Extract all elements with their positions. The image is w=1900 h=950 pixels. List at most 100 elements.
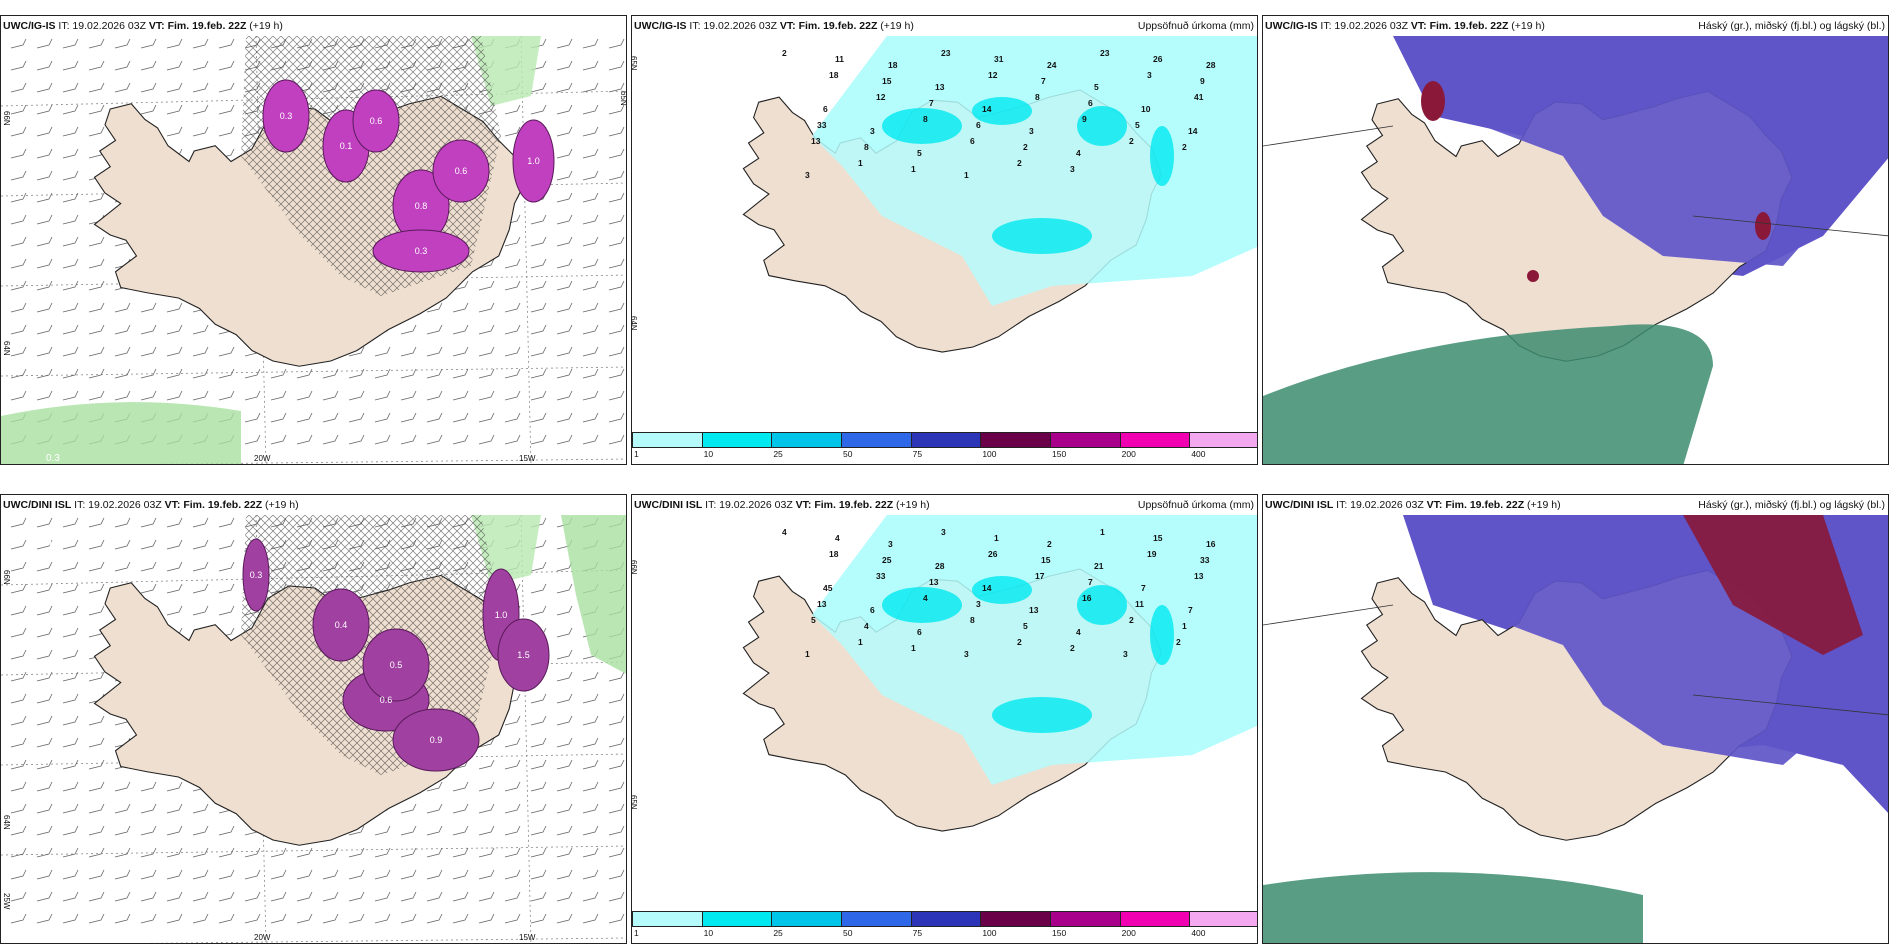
wind-barb (530, 847, 547, 858)
precip-value-label: 7 (929, 98, 934, 108)
wind-barb (36, 368, 53, 379)
wind-barb (556, 148, 573, 159)
precip-value-label: 13 (929, 577, 939, 587)
wind-barb (10, 280, 27, 291)
colorbar-tick-label: 1 (634, 928, 639, 938)
wind-barb (504, 891, 521, 902)
wind-barb (348, 913, 365, 924)
wind-barb (296, 434, 313, 445)
wind-barb (270, 913, 287, 924)
wind-barb (10, 517, 27, 528)
wind-barb (166, 390, 183, 401)
wind-barb (556, 368, 573, 379)
wind-barb (140, 517, 157, 528)
wind-barb (192, 583, 209, 594)
wind-barb (452, 346, 469, 357)
wind-barb (192, 324, 209, 335)
lat-label-65n: 65N (631, 795, 638, 810)
wind-barb (608, 170, 625, 181)
lon-label-15w: 15W (519, 454, 536, 463)
mid-cloud-area (1421, 81, 1445, 121)
wind-barb (504, 847, 521, 858)
wind-barb (218, 869, 235, 880)
wind-barb (192, 891, 209, 902)
lat-label-65n-right: 65N (619, 91, 627, 106)
lat-label-25w: 25W (2, 893, 11, 910)
wind-barb (10, 759, 27, 770)
precip-value-label: 33 (817, 120, 827, 130)
wind-barb (192, 346, 209, 357)
precip-value-label: 26 (988, 549, 998, 559)
wind-barb (36, 891, 53, 902)
wind-barb (478, 825, 495, 836)
wind-barb (62, 869, 79, 880)
mid-cloud-area (1755, 212, 1771, 240)
wind-barb (10, 346, 27, 357)
wind-barb (322, 847, 339, 858)
wind-value-label: 0.6 (370, 116, 383, 126)
precip-value-label: 3 (976, 599, 981, 609)
wind-barb (88, 913, 105, 924)
precip-value-label: 2 (1129, 136, 1134, 146)
colorbar-segment (1050, 911, 1121, 927)
wind-barb (36, 693, 53, 704)
wind-barb (36, 715, 53, 726)
wind-barb (166, 847, 183, 858)
wind-barb (270, 434, 287, 445)
wind-value-label: 1.5 (517, 650, 530, 660)
wind-barb (504, 236, 521, 247)
precip-value-label: 6 (976, 120, 981, 130)
wind-barb (426, 302, 443, 313)
wind-barb (140, 324, 157, 335)
colorbar-segment (1119, 911, 1191, 927)
precip-value-label: 15 (1041, 555, 1051, 565)
wind-barb (608, 693, 625, 704)
panel-title: Uppsöfnuð úrkoma (mm) (1137, 499, 1254, 511)
wind-barb (36, 38, 53, 49)
wind-barb (426, 412, 443, 423)
wind-barb (10, 38, 27, 49)
wind-barb (10, 302, 27, 313)
wind-barb (62, 126, 79, 137)
wind-barb (582, 324, 599, 335)
wind-barb (608, 825, 625, 836)
wind-barb (10, 82, 27, 93)
wind-barb (608, 390, 625, 401)
wind-barb (10, 737, 27, 748)
wind-value-label: 0.3 (250, 570, 263, 580)
wind-barb (582, 148, 599, 159)
panel-header: UWC/IG-IS IT: 19.02.2026 03Z VT: Fim. 19… (1263, 16, 1888, 36)
precip-mid-area (972, 97, 1032, 125)
wind-barb (608, 434, 625, 445)
wind-barb (608, 759, 625, 770)
precip-value-label: 13 (1194, 571, 1204, 581)
wind-barb (582, 781, 599, 792)
wind-barb (192, 869, 209, 880)
wind-barb (62, 825, 79, 836)
precip-value-label: 9 (1082, 114, 1087, 124)
wind-value-label: 0.3 (415, 246, 428, 256)
wind-barb (270, 412, 287, 423)
precip-value-label: 5 (1023, 621, 1028, 631)
wind-value-label: 0.3 (280, 111, 293, 121)
wind-barb (62, 192, 79, 203)
wind-barb (608, 192, 625, 203)
precip-value-label: 7 (1141, 583, 1146, 593)
wind-value-label: 0.4 (335, 620, 348, 630)
wind-barb (88, 583, 105, 594)
precip-mid-area (1150, 126, 1174, 186)
wind-barb (582, 825, 599, 836)
colorbar-tick-label: 25 (773, 928, 783, 938)
wind-barb (504, 913, 521, 924)
wind-barb (478, 280, 495, 291)
wind-barb (10, 104, 27, 115)
wind-barb (192, 539, 209, 550)
wind-barb (348, 847, 365, 858)
wind-barb (296, 412, 313, 423)
wind-barb (426, 847, 443, 858)
wind-barb (296, 913, 313, 924)
precip-value-label: 1 (805, 649, 810, 659)
wind-barb (478, 302, 495, 313)
wind-barb (322, 913, 339, 924)
wind-barb (582, 737, 599, 748)
